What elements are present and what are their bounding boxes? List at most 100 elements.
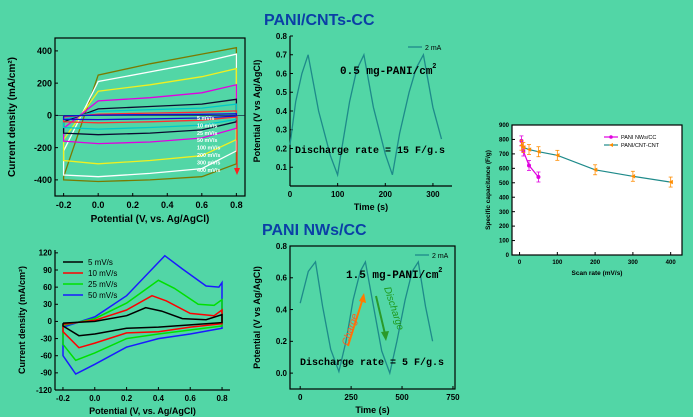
cv-top-legend-entry: 5 mV/s [197,116,214,122]
cv-top-legend-entry: 10 mV/s [197,123,217,129]
cv-bottom-legend-entry: 50 mV/s [88,291,117,300]
gcd-top-loading-superscript: 2 [432,63,436,70]
cv-bottom-x-tick-label: 0.8 [216,394,228,403]
gcd-bottom-discharge-label: Discharge [381,286,406,333]
capacitance-legend-entry: PANI/CNT-CNT [621,143,660,149]
gcd-bottom-charge-arrow [347,297,364,347]
cv-top-x-axis-label: Potential (V, vs. Ag/AgCl) [91,214,210,225]
gcd-top-y-axis-label: Potential (V vs Ag/AgCl) [252,60,262,163]
capacitance-y-tick-label: 0 [506,253,510,259]
gcd-top-y-tick-label: 0.3 [276,126,288,135]
cv-bottom-x-tick-label: 0.0 [89,394,101,403]
gcd-bottom-y-tick-label: 0.8 [276,242,288,251]
capacitance-point [519,143,524,148]
cv-top-x-tick-label: 0.4 [161,200,174,210]
cv-top-frame [54,37,246,197]
gcd-top-y-tick-label: 0.6 [276,69,288,78]
gcd-bottom-legend-entry: 2 mA [432,253,449,260]
section-title-bottom: PANI NWs/CC [262,222,367,239]
capacitance-y-tick-label: 200 [499,224,510,230]
gcd-top-y-tick-label: 0.4 [276,107,288,116]
capacitance-x-tick-label: 400 [666,260,677,266]
cv-bottom-y-tick-label: -90 [40,369,52,378]
capacitance-point [536,149,541,154]
cv-bottom-x-tick-label: 0.6 [185,394,197,403]
cv-top-x-tick-label: 0.2 [126,200,139,210]
capacitance-y-tick-label: 600 [499,166,510,172]
capacitance-chart: 0 100 200 300 400 0 100 200 300 400 500 600 700 800 90… [485,123,683,277]
capacitance-legend-marker [609,135,613,139]
gcd-bottom-loading-annotation: 1.5 mg-PANI/cm [346,270,439,282]
cv-top-x-tick-label: -0.2 [56,200,72,210]
gcd-top-x-axis-label: Time (s) [354,202,388,212]
gcd-top-y-tick-label: 0.7 [276,51,288,60]
gcd-bottom-x-tick-label: 750 [446,393,460,402]
gcd-bottom-loading-superscript: 2 [438,267,442,274]
capacitance-legend-marker [609,143,613,147]
gcd-top-x-tick-label: 0 [288,190,293,199]
capacitance-y-tick-label: 300 [499,210,510,216]
cv-bottom-series-25-mV-s [62,279,223,362]
gcd-bottom-x-tick-label: 500 [395,393,409,402]
gcd-top-x-tick-label: 200 [379,190,393,199]
cv-top-y-tick-label: -400 [34,175,52,185]
gcd-bottom-chart: 0 250 500 750 0.0 0.2 0.4 0.6 0.8 Time (s) Potenti… [252,242,460,415]
cv-bottom-y-tick-label: -120 [36,386,53,395]
capacitance-point [668,179,673,185]
capacitance-point [521,145,526,150]
capacitance-y-tick-label: 700 [499,152,510,158]
cv-bottom-x-axis-label: Potential (V, vs. Ag/AgCl) [89,406,196,416]
capacitance-y-tick-label: 100 [499,239,510,245]
cv-top-x-tick-label: 0.6 [196,200,209,210]
cv-top-legend-arrowhead [234,168,240,175]
cv-top-legend-entry: 50 mV/s [197,138,217,144]
section-title-top: PANI/CNTs-CC [264,12,375,29]
cv-top-legend-entry: 100 mV/s [197,146,220,152]
gcd-top-rate-annotation: Discharge rate = 15 F/g.s [295,145,445,157]
capacitance-y-tick-label: 500 [499,181,510,187]
cv-bottom-series-5-mV-s [62,306,223,337]
gcd-bottom-y-tick-label: 0.2 [276,337,288,346]
cv-top-y-tick-label: -200 [34,143,52,153]
gcd-top-y-tick-label: 0.1 [276,163,288,172]
capacitance-y-tick-label: 800 [499,138,510,144]
cv-bottom-y-tick-label: 90 [43,266,52,275]
capacitance-y-tick-label: 400 [499,195,510,201]
gcd-top-y-tick-label: 0.8 [276,32,288,41]
cv-bottom-y-tick-label: 0 [48,317,53,326]
cv-bottom-legend-entry: 25 mV/s [88,280,117,289]
cv-top-legend-entry: 400 mV/s [197,168,220,174]
cv-top-legend-entry: 25 mV/s [197,131,217,137]
capacitance-point [555,153,560,158]
capacitance-frame [511,124,683,256]
capacitance-x-tick-label: 300 [628,260,639,266]
cv-bottom-y-tick-label: -60 [40,352,52,361]
cv-top-x-tick-label: 0.8 [230,200,243,210]
cv-bottom-legend-entry: 10 mV/s [88,269,117,278]
gcd-top-x-tick-label: 100 [331,190,345,199]
gcd-bottom-frame [289,245,456,390]
gcd-top-y-tick-label: 0.5 [276,88,288,97]
gcd-bottom-series-2mA [299,259,434,376]
cv-bottom-y-tick-label: 120 [39,249,53,258]
capacitance-point [630,174,636,179]
cv-top-y-tick-label: 200 [37,78,52,88]
capacitance-x-tick-label: 200 [590,260,601,266]
gcd-top-series-2mA [289,52,443,178]
cv-bottom-y-tick-label: 60 [43,283,52,292]
gcd-bottom-y-tick-label: 0.4 [276,305,288,314]
gcd-bottom-x-tick-label: 0 [298,393,303,402]
cv-bottom-legend-entry: 5 mV/s [88,258,113,267]
gcd-bottom-charge-arrowhead [359,293,366,303]
capacitance-y-tick-label: 900 [499,123,510,129]
capacitance-point [526,147,532,152]
gcd-bottom-discharge-arrow [375,295,386,335]
cv-top-legend-entry: 300 mV/s [197,160,220,166]
gcd-top-x-tick-label: 300 [426,190,440,199]
cv-top-y-tick-label: 400 [37,46,52,56]
cv-bottom-x-tick-label: 0.2 [121,394,133,403]
gcd-bottom-discharge-arrowhead [381,331,389,341]
gcd-top-chart: 0 100 200 300 0.1 0.2 0.3 0.4 0.5 0.6 0.7 0.8 Time (… [252,32,452,212]
gcd-top-y-tick-label: 0.2 [276,144,288,153]
